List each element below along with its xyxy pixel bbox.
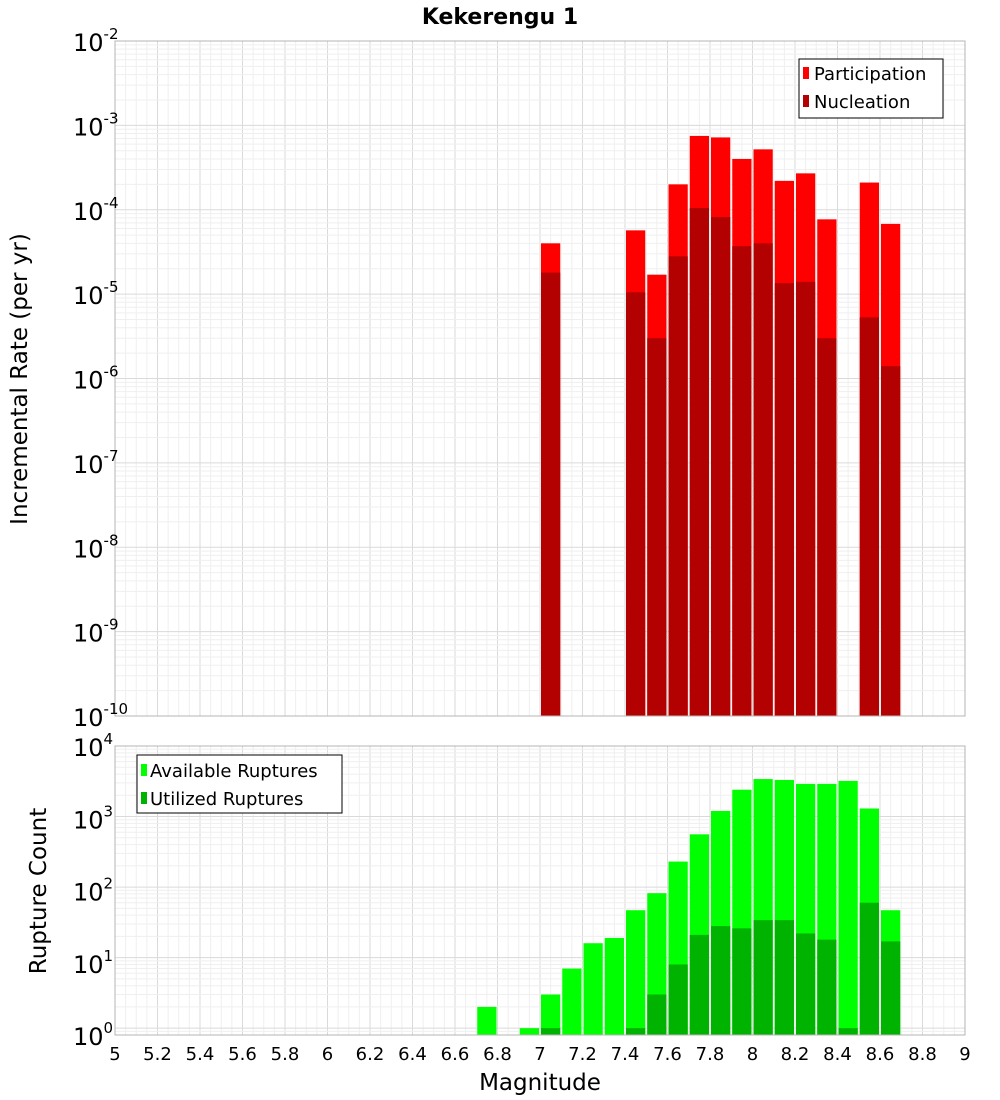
y-tick-label: 10-4 [73, 194, 119, 226]
utilized-ruptures-bar [689, 934, 709, 1035]
x-tick-label: 5.6 [228, 1044, 257, 1065]
utilized-ruptures-bar [859, 902, 879, 1035]
utilized-ruptures-bar [817, 939, 837, 1035]
x-tick-label: 5.4 [186, 1044, 215, 1065]
utilized-ruptures-legend-swatch [141, 792, 147, 804]
bottom-plot-y-ticks: 100 101 102 103 104 [73, 730, 113, 1051]
available-ruptures-bar [562, 968, 582, 1035]
top-legend-box [798, 58, 944, 119]
x-tick-label: 8 [747, 1044, 758, 1065]
utilized-ruptures-bar [541, 1028, 561, 1035]
bottom-legend: Available Ruptures Utilized Ruptures [136, 754, 343, 814]
available-ruptures-bar [541, 994, 561, 1035]
nucleation-bar [626, 292, 646, 716]
x-tick-label: 5.2 [143, 1044, 172, 1065]
nucleation-bar [668, 256, 688, 716]
available-ruptures-legend-swatch [141, 764, 147, 776]
x-tick-label: 8.6 [866, 1044, 895, 1065]
utilized-ruptures-bar [711, 926, 731, 1035]
top-plot-frame [114, 40, 966, 717]
y-tick-label: 103 [73, 802, 113, 834]
utilized-ruptures-bar [732, 928, 752, 1035]
available-ruptures-bar [477, 1006, 497, 1035]
y-tick-label: 10-5 [73, 278, 119, 310]
utilized-ruptures-bar [626, 1028, 646, 1035]
available-ruptures-legend-label: Available Ruptures [150, 761, 318, 782]
x-tick-label: 6.2 [356, 1044, 385, 1065]
nucleation-legend-swatch [803, 95, 809, 107]
x-tick-label: 7 [534, 1044, 545, 1065]
utilized-ruptures-bar [753, 920, 773, 1035]
x-tick-label: 6 [322, 1044, 333, 1065]
available-ruptures-bar [626, 910, 646, 1035]
utilized-ruptures-bar [796, 933, 816, 1035]
x-axis-label: Magnitude [479, 1070, 601, 1096]
top-plot-y-ticks: 10-10 10-9 10-8 10-7 10-6 10-5 10-4 10-3 10-2 [73, 25, 128, 732]
top-plot-grid [114, 41, 966, 717]
nucleation-legend-label: Nucleation [814, 92, 910, 113]
participation-legend-swatch [803, 67, 809, 79]
utilized-ruptures-bar [668, 964, 688, 1035]
x-tick-label: 8.2 [781, 1044, 810, 1065]
bottom-plot-bars [477, 779, 901, 1035]
utilized-ruptures-bar [881, 941, 901, 1035]
x-tick-label: 7.6 [653, 1044, 682, 1065]
y-tick-label: 10-10 [73, 700, 128, 732]
x-tick-label: 5 [109, 1044, 120, 1065]
bottom-plot-y-axis-label: Rupture Count [26, 808, 52, 974]
x-tick-label: 8.4 [823, 1044, 852, 1065]
x-tick-label: 6.6 [441, 1044, 470, 1065]
nucleation-bar [774, 283, 794, 716]
nucleation-bar [732, 246, 752, 716]
available-ruptures-bar [583, 943, 603, 1035]
nucleation-bar [711, 217, 731, 716]
utilized-ruptures-bar [838, 1028, 858, 1035]
x-tick-label: 7.4 [611, 1044, 640, 1065]
y-tick-label: 10-7 [73, 447, 119, 479]
top-plot-y-axis-label: Incremental Rate (per yr) [7, 233, 33, 525]
bottom-legend-box [136, 754, 343, 814]
x-tick-label: 7.2 [568, 1044, 597, 1065]
y-tick-label: 10-9 [73, 616, 119, 648]
participation-legend-label: Participation [814, 64, 926, 85]
nucleation-bar [647, 338, 667, 716]
y-tick-label: 102 [73, 875, 113, 907]
bottom-plot-x-ticks: 5 5.2 5.4 5.6 5.8 6 6.2 6.4 6.6 6.8 7 7.2 7.4 7.6 7.8 8… [109, 1044, 970, 1065]
available-ruptures-bar [838, 780, 858, 1035]
nucleation-bar [859, 317, 879, 716]
y-tick-label: 104 [73, 730, 113, 762]
utilized-ruptures-bar [774, 920, 794, 1035]
y-tick-label: 10-6 [73, 363, 119, 395]
bottom-plot-frame [114, 745, 966, 1036]
utilized-ruptures-legend-label: Utilized Ruptures [150, 789, 303, 810]
y-tick-label: 100 [73, 1019, 113, 1051]
y-tick-label: 10-3 [73, 109, 119, 141]
nucleation-bar [689, 207, 709, 716]
x-tick-label: 5.8 [271, 1044, 300, 1065]
x-tick-label: 6.8 [483, 1044, 512, 1065]
x-tick-label: 7.8 [696, 1044, 725, 1065]
x-tick-label: 9 [959, 1044, 970, 1065]
nucleation-bar [881, 366, 901, 716]
y-tick-label: 101 [73, 947, 113, 979]
nucleation-bar [753, 243, 773, 717]
chart-title: Kekerengu 1 [422, 5, 578, 30]
nucleation-bar [541, 272, 561, 716]
top-legend: Participation Nucleation [798, 58, 944, 119]
nucleation-bar [817, 338, 837, 716]
y-tick-label: 10-2 [73, 25, 119, 57]
available-ruptures-bar [604, 937, 624, 1035]
x-tick-label: 8.8 [908, 1044, 937, 1065]
x-tick-label: 6.4 [398, 1044, 427, 1065]
y-tick-label: 10-8 [73, 531, 119, 563]
nucleation-bar [796, 281, 816, 716]
available-ruptures-bar [519, 1028, 539, 1035]
utilized-ruptures-bar [647, 994, 667, 1035]
top-plot-bars [541, 135, 901, 717]
